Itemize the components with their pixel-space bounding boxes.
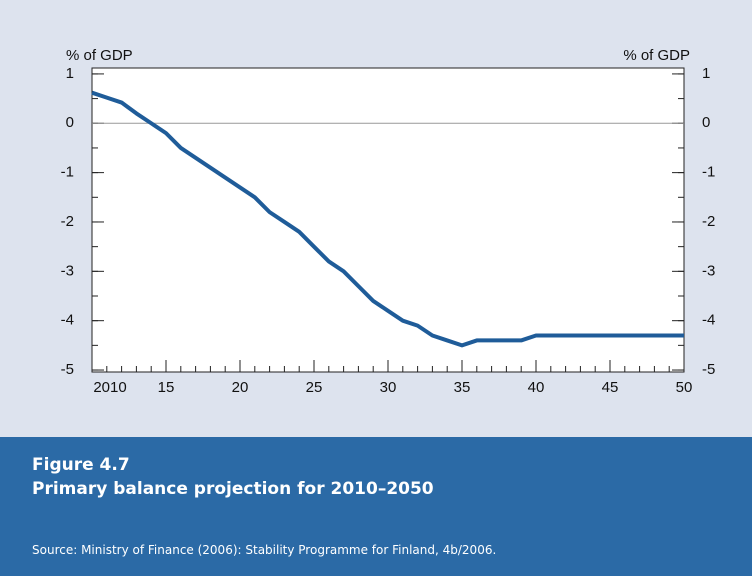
y2-tick-label: 0 xyxy=(702,114,710,131)
x-tick-label: 45 xyxy=(602,379,619,396)
figure-label: Figure 4.7 xyxy=(32,455,130,475)
y2-tick-label: 1 xyxy=(702,65,710,82)
y-tick-label: -1 xyxy=(61,164,74,181)
y2-tick-label: -4 xyxy=(702,312,715,329)
x-tick-label: 20 xyxy=(232,379,249,396)
y2-tick-label: -5 xyxy=(702,361,715,378)
x-tick-label: 50 xyxy=(676,379,693,396)
y2-tick-label: -1 xyxy=(702,164,715,181)
x-tick-label: 35 xyxy=(454,379,471,396)
source: Source: Ministry of Finance (2006): Stab… xyxy=(32,543,497,557)
y-tick-label: -4 xyxy=(61,312,74,329)
y-axis-label: % of GDP xyxy=(66,47,133,64)
x-tick-label: 2010 xyxy=(93,379,126,396)
y2-tick-label: -2 xyxy=(702,213,715,230)
y2-axis-label: % of GDP xyxy=(623,47,690,64)
chart: % of GDP % of GDP 1 1 0 0 -1 -1 -2 -2 -3 -3 -4 -4 -5… xyxy=(0,0,752,437)
y-tick-label: -5 xyxy=(61,361,74,378)
caption-panel: Figure 4.7 Primary balance projection fo… xyxy=(0,437,752,576)
y-tick-label: 1 xyxy=(66,65,74,82)
plot-area xyxy=(91,67,685,373)
x-tick-label: 25 xyxy=(306,379,323,396)
y2-tick-label: -3 xyxy=(702,262,715,279)
x-tick-label: 15 xyxy=(158,379,175,396)
data-line xyxy=(91,90,684,348)
y-tick-label: -2 xyxy=(61,213,74,230)
y-tick-label: -3 xyxy=(61,262,74,279)
y-tick-label: 0 xyxy=(66,114,74,131)
figure-title: Primary balance projection for 2010–2050 xyxy=(32,479,434,499)
x-tick-label: 30 xyxy=(380,379,397,396)
x-tick-label: 40 xyxy=(528,379,545,396)
